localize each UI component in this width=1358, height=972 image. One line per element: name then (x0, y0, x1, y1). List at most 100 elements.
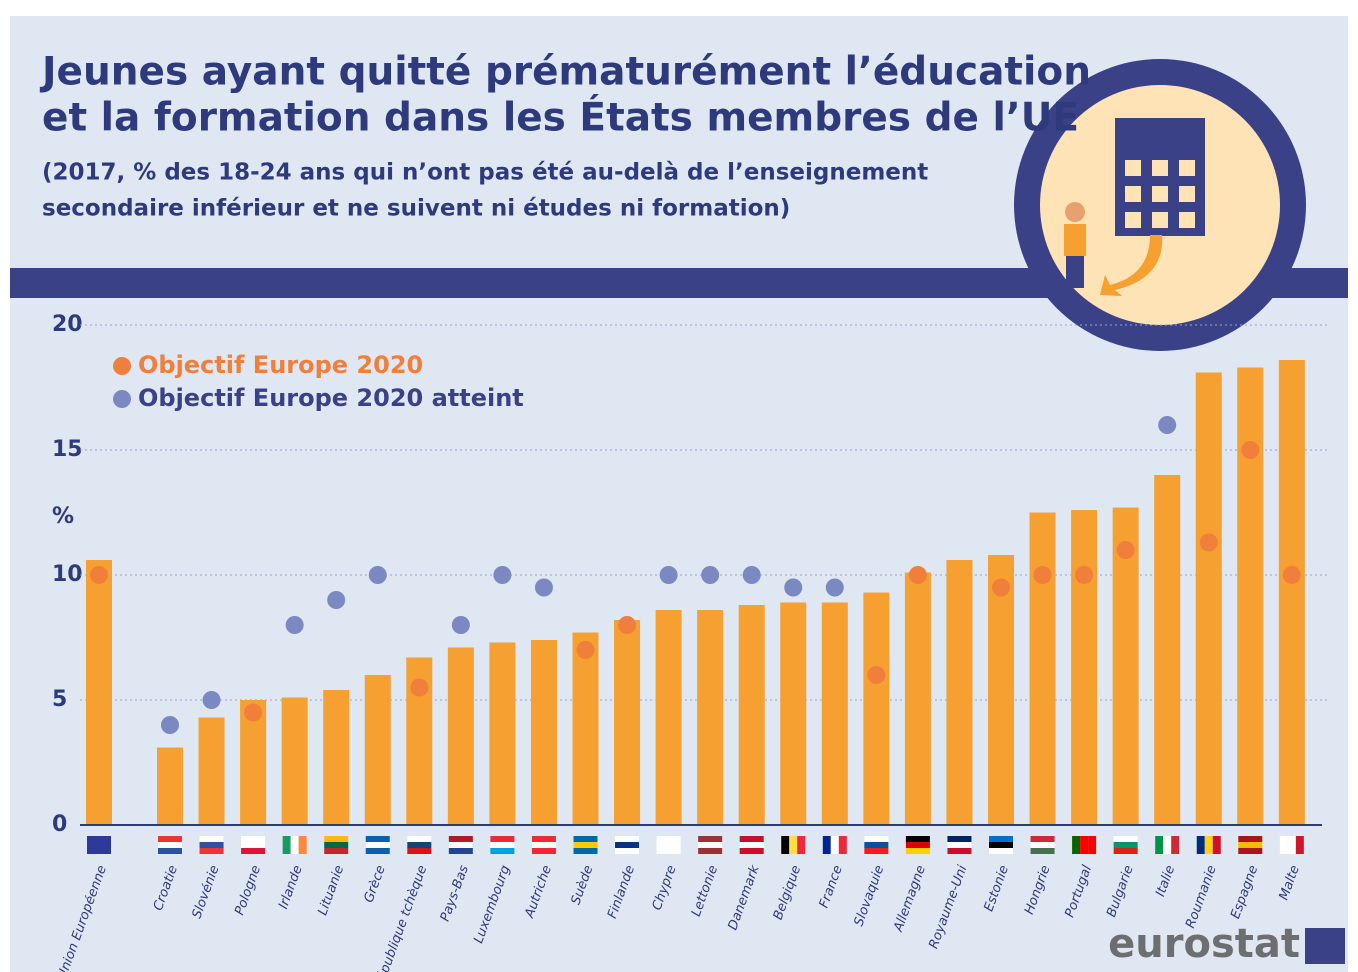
target-marker (90, 566, 108, 584)
flag (200, 836, 224, 842)
flag (615, 836, 639, 842)
target-marker (1075, 566, 1093, 584)
flag (1031, 848, 1055, 854)
target-marker (826, 579, 844, 597)
flag (407, 842, 431, 848)
flag (490, 848, 514, 854)
flag (407, 836, 431, 842)
flag (574, 842, 598, 848)
target-marker (1283, 566, 1301, 584)
flag (241, 842, 265, 848)
flag (291, 836, 299, 854)
flag (698, 848, 722, 854)
flag (366, 848, 390, 854)
target-marker (410, 679, 428, 697)
flag (864, 836, 888, 842)
flag (781, 836, 789, 854)
flag (1205, 836, 1213, 854)
chart: Jeunes ayant quitté prématurément l’éduc… (0, 0, 1358, 972)
flag (989, 836, 1013, 842)
target-marker (1241, 441, 1259, 459)
y-tick-label: 20 (52, 312, 83, 337)
legend-label: Objectif Europe 2020 (138, 351, 423, 379)
y-axis-label: % (52, 504, 74, 529)
target-marker (909, 566, 927, 584)
flag (1163, 836, 1171, 854)
flag (299, 836, 307, 854)
flag (490, 836, 514, 842)
flag (283, 836, 291, 854)
flag (87, 842, 111, 848)
flag (1072, 836, 1080, 854)
flag (698, 842, 722, 848)
target-marker (701, 566, 719, 584)
bar (946, 560, 972, 825)
target-marker (660, 566, 678, 584)
flag (1296, 836, 1304, 854)
flag (490, 842, 514, 848)
bar (1071, 510, 1097, 825)
flag (615, 842, 639, 848)
flag (1114, 842, 1138, 848)
flag (241, 848, 265, 854)
target-marker (1158, 416, 1176, 434)
flag (449, 836, 473, 842)
school-windows (1125, 160, 1195, 228)
flag (241, 836, 265, 842)
bar (1279, 360, 1305, 825)
target-marker (535, 579, 553, 597)
target-marker (1117, 541, 1135, 559)
flag (200, 842, 224, 848)
flag (989, 848, 1013, 854)
flag (1171, 836, 1179, 854)
target-marker (992, 579, 1010, 597)
bar (614, 620, 640, 825)
flag (574, 848, 598, 854)
flag (740, 842, 764, 848)
flag (532, 848, 556, 854)
target-marker (369, 566, 387, 584)
bar (157, 748, 183, 826)
flag (1155, 836, 1163, 854)
flag (1288, 836, 1296, 854)
bar (86, 560, 112, 825)
bar (739, 605, 765, 825)
flag (158, 842, 182, 848)
flag (947, 836, 971, 842)
legend-marker (113, 390, 131, 408)
y-tick-label: 15 (52, 437, 83, 462)
flag (1080, 836, 1088, 854)
bar (822, 603, 848, 826)
target-marker (452, 616, 470, 634)
target-marker (1200, 534, 1218, 552)
target-marker (867, 666, 885, 684)
flag (1238, 836, 1262, 842)
flag (449, 842, 473, 848)
flag (87, 848, 111, 854)
bar (1154, 475, 1180, 825)
y-tick-label: 10 (52, 562, 83, 587)
bar (199, 718, 225, 826)
flag (823, 836, 831, 854)
target-marker (327, 591, 345, 609)
subtitle-line: secondaire inférieur et ne suivent ni ét… (42, 196, 790, 222)
target-marker (1034, 566, 1052, 584)
flag (449, 848, 473, 854)
flag (158, 848, 182, 854)
flag (698, 836, 722, 842)
subtitle-line: (2017, % des 18-24 ans qui n’ont pas été… (42, 160, 928, 186)
flag (532, 842, 556, 848)
target-marker (286, 616, 304, 634)
bar (531, 640, 557, 825)
bar (282, 698, 308, 826)
flag (366, 836, 390, 842)
target-marker (493, 566, 511, 584)
legend-marker (113, 357, 131, 375)
flag (574, 836, 598, 842)
flag (906, 848, 930, 854)
bar (323, 690, 349, 825)
flag (1238, 848, 1262, 854)
flag (324, 842, 348, 848)
bar (780, 603, 806, 826)
person-icon (1065, 202, 1085, 222)
